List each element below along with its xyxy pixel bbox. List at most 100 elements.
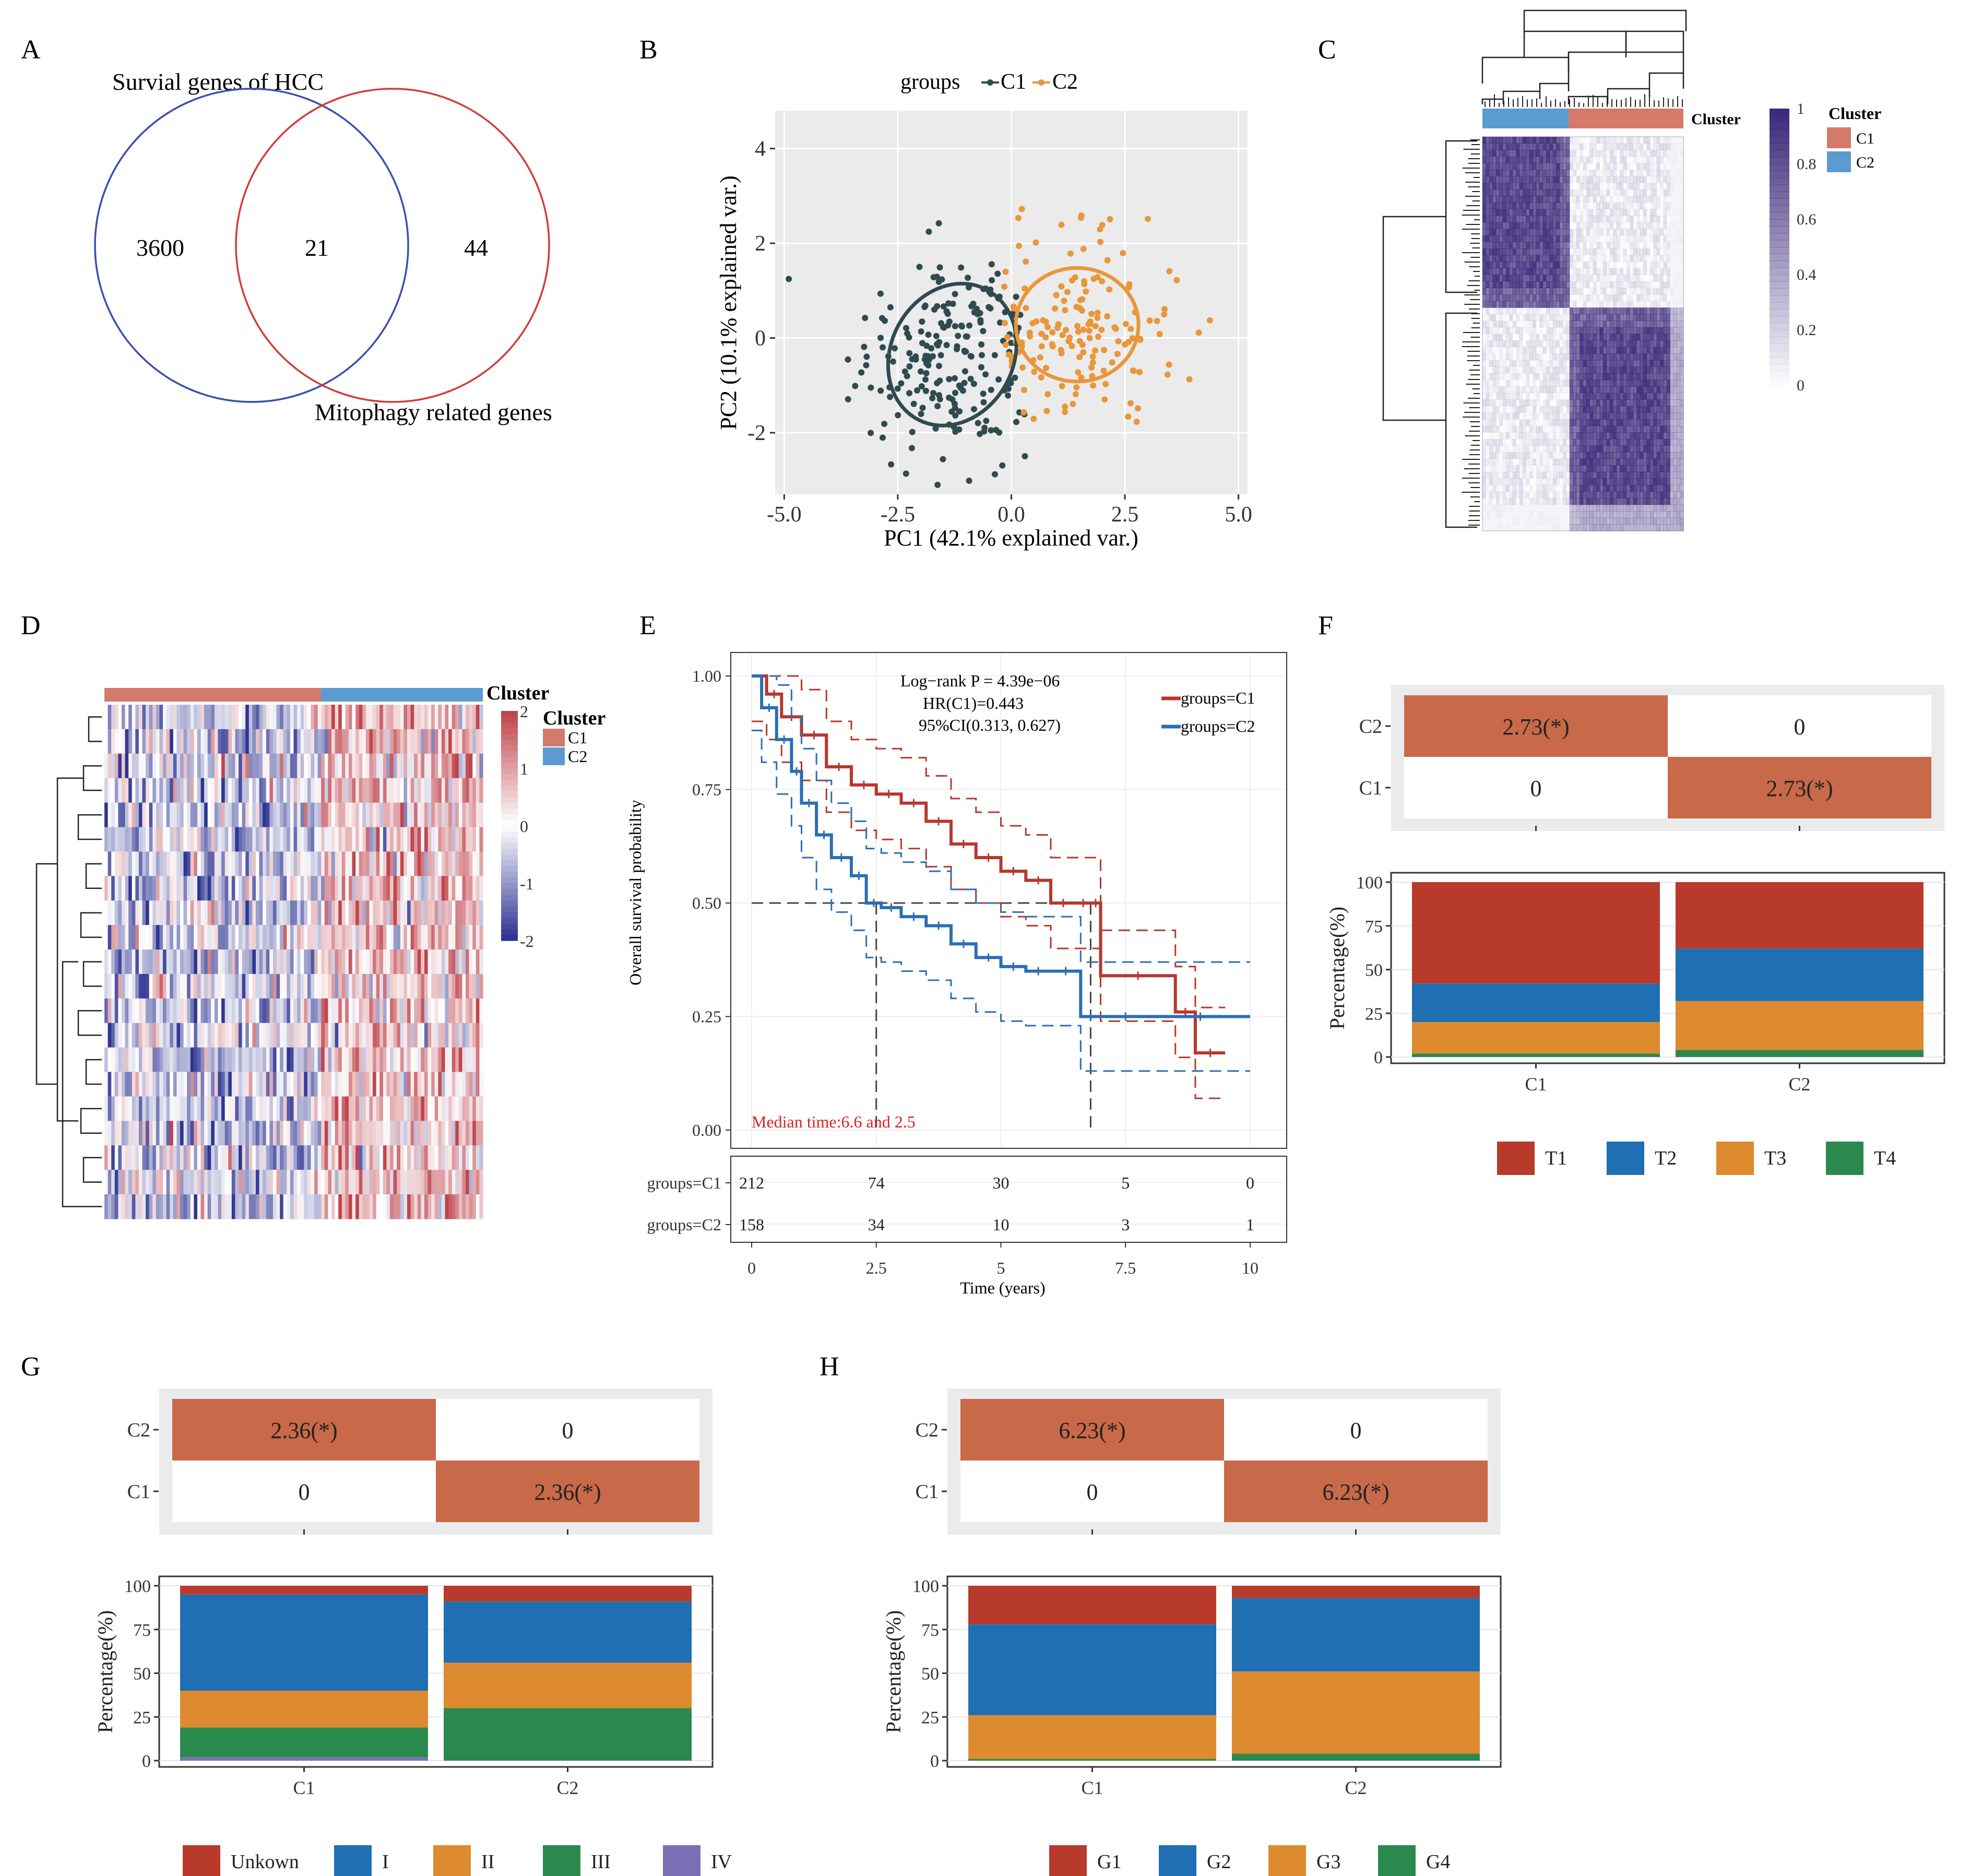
consensus-cell — [1505, 163, 1510, 170]
panel-a: A Survial genes of HCC 3600 21 44 Mitoph… — [21, 35, 552, 425]
consensus-cell — [1552, 491, 1557, 498]
consensus-cell — [1516, 137, 1520, 144]
consensus-cell — [1613, 360, 1617, 367]
consensus-cell — [1552, 471, 1557, 479]
expression-cell — [146, 729, 150, 754]
consensus-cell — [1489, 438, 1493, 446]
consensus-cell — [1656, 275, 1660, 282]
consensus-cell — [1495, 366, 1500, 374]
expression-cell — [362, 729, 366, 754]
expression-cell — [431, 778, 435, 803]
consensus-cell — [1630, 517, 1634, 525]
expression-cell — [379, 705, 384, 730]
consensus-cell — [1596, 216, 1600, 223]
expression-cell — [235, 729, 239, 754]
expression-cell — [231, 851, 236, 876]
consensus-cell — [1603, 196, 1607, 203]
dendrogram-branch — [1523, 9, 1687, 31]
consensus-cell — [1563, 248, 1567, 256]
consensus-cell — [1546, 340, 1550, 348]
expression-cell — [304, 778, 308, 803]
consensus-cell — [1549, 524, 1553, 531]
expression-cell — [214, 802, 219, 828]
expression-cell — [128, 705, 133, 730]
consensus-cell — [1670, 275, 1674, 282]
consensus-cell — [1576, 183, 1580, 189]
consensus-cell — [1626, 379, 1630, 387]
consensus-cell — [1539, 143, 1543, 150]
pca-point-c2 — [1077, 296, 1084, 303]
consensus-cell — [1546, 327, 1550, 335]
consensus-cell — [1596, 360, 1600, 367]
expression-cell — [187, 802, 191, 828]
consensus-cell — [1556, 445, 1560, 452]
consensus-cell — [1603, 491, 1607, 498]
consensus-cell — [1559, 406, 1563, 413]
expression-cell — [314, 753, 318, 779]
consensus-cell — [1593, 498, 1597, 505]
expression-cell — [341, 753, 346, 779]
consensus-cell — [1495, 393, 1500, 400]
consensus-cell — [1633, 268, 1637, 275]
pca-point-c1 — [956, 426, 963, 433]
consensus-cell — [1566, 360, 1570, 367]
consensus-cell — [1549, 262, 1553, 269]
expression-cell — [135, 778, 139, 803]
consensus-cell — [1620, 327, 1624, 335]
consensus-cell — [1580, 137, 1583, 144]
consensus-cell — [1663, 169, 1667, 177]
consensus-cell — [1666, 379, 1670, 387]
consensus-cell — [1609, 484, 1613, 492]
consensus-cell — [1566, 445, 1570, 453]
expression-cell — [293, 705, 298, 730]
consensus-cell — [1656, 406, 1660, 413]
consensus-cell — [1576, 504, 1580, 512]
consensus-cell — [1646, 176, 1650, 183]
consensus-cell — [1533, 373, 1537, 381]
consensus-cell — [1552, 242, 1557, 249]
consensus-cell — [1482, 202, 1487, 210]
consensus-cell — [1663, 143, 1667, 150]
expression-cell — [245, 705, 250, 730]
consensus-colorbar-tick: 1 — [1797, 100, 1804, 117]
consensus-cell — [1656, 216, 1660, 223]
consensus-cell — [1656, 353, 1660, 361]
expression-cell — [114, 802, 118, 828]
expression-cell — [379, 827, 384, 852]
expression-cell — [290, 827, 294, 852]
expression-cell — [300, 827, 304, 852]
expression-cell — [297, 753, 301, 779]
consensus-cell — [1620, 143, 1624, 150]
consensus-cell — [1536, 183, 1540, 190]
expression-cell — [331, 778, 336, 803]
consensus-cell — [1513, 353, 1516, 360]
consensus-cell — [1505, 471, 1510, 479]
pca-point-c1 — [906, 350, 913, 357]
consensus-cell — [1620, 340, 1624, 348]
consensus-cell — [1492, 294, 1497, 302]
consensus-cell — [1519, 445, 1523, 453]
expression-cell — [397, 827, 401, 852]
consensus-cell — [1663, 301, 1667, 308]
consensus-cell — [1670, 484, 1674, 492]
consensus-colorbar-step — [1770, 157, 1789, 164]
consensus-cell — [1539, 196, 1543, 203]
consensus-cell — [1486, 169, 1490, 177]
consensus-cell — [1559, 419, 1563, 426]
pca-point-c1 — [961, 347, 968, 354]
consensus-cell — [1673, 209, 1677, 216]
consensus-cell — [1549, 275, 1553, 282]
pca-point-c2 — [1083, 288, 1089, 295]
consensus-cell — [1509, 517, 1513, 525]
consensus-cell — [1616, 471, 1620, 479]
consensus-cell — [1656, 386, 1660, 394]
consensus-cell — [1580, 438, 1584, 446]
consensus-cell — [1563, 216, 1567, 223]
consensus-cell — [1566, 471, 1570, 479]
consensus-cell — [1620, 524, 1624, 531]
consensus-cell — [1596, 281, 1600, 288]
expression-cell — [256, 705, 260, 730]
consensus-cell — [1636, 314, 1641, 321]
consensus-cell — [1482, 432, 1486, 439]
consensus-cell — [1617, 150, 1620, 157]
